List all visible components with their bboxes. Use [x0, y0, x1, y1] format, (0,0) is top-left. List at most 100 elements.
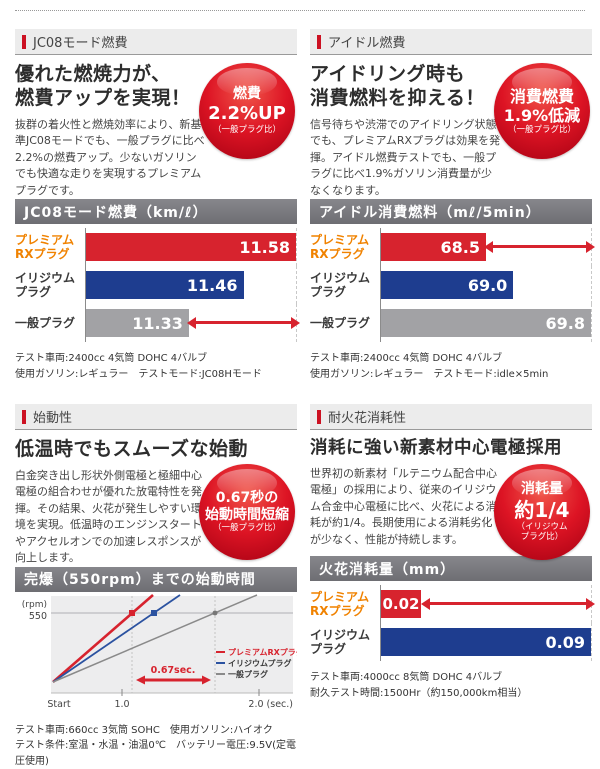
- section-intro: 消耗量 約1/4 （イリジウム プラグ比） 消耗に強い新素材中心電極採用 世界初…: [310, 438, 592, 560]
- difference-arrow-icon: [421, 597, 595, 610]
- red-tick-icon: [22, 409, 26, 424]
- bar-iridium: 0.09: [381, 628, 591, 656]
- badge-line3: （イリジウム プラグ比）: [516, 521, 568, 543]
- bar-label: イリジウム プラグ: [310, 627, 371, 656]
- sections-grid: JC08モード燃費 燃費 2.2%UP （一般プラグ比） 優れた燃焼力が、 燃費…: [15, 29, 595, 769]
- x-label-end: 2.0 (sec.): [248, 699, 293, 710]
- badge-line2: 2.2%UP: [208, 103, 286, 125]
- red-tick-icon: [317, 34, 321, 49]
- bar-row: プレミアム RXプラグ 11.58: [15, 228, 297, 266]
- benefit-badge: 消費燃費 1.9%低減 （一般プラグ比）: [494, 63, 590, 159]
- footnote: 使用ガソリン:レギュラー テストモード:idle×5min: [310, 368, 549, 380]
- chart-footnotes: テスト車両:2400cc 4気筒 DOHC 4バルブ 使用ガソリン:レギュラー …: [15, 351, 297, 382]
- section-wear-resistance: 耐火花消耗性 消耗量 約1/4 （イリジウム プラグ比） 消耗に強い新素材中心電…: [310, 404, 595, 769]
- footnote: 使用ガソリン:レギュラー テストモード:JC08Hモード: [15, 368, 262, 380]
- bar-label: 一般プラグ: [310, 315, 371, 330]
- plot-area: [51, 595, 293, 693]
- section-header: 耐火花消耗性: [310, 404, 592, 430]
- bar-premium-rx: 68.5: [381, 233, 486, 261]
- section-title: JC08モード燃費: [33, 36, 128, 51]
- bar-label: プレミアム RXプラグ: [310, 232, 370, 261]
- section-jc08-fuel: JC08モード燃費 燃費 2.2%UP （一般プラグ比） 優れた燃焼力が、 燃費…: [15, 29, 300, 382]
- badge-line2: 約1/4: [514, 497, 570, 522]
- footnote: テスト車両:2400cc 4気筒 DOHC 4バルブ: [15, 353, 208, 364]
- badge-line3: （一般プラグ比）: [212, 124, 281, 135]
- marker-standard: [212, 610, 218, 616]
- bar-track: 11.33: [85, 304, 300, 342]
- section-body-text: 信号待ちや渋滞でのアイドリング状態でも、プレミアムRXプラグは効果を発揮。アイド…: [310, 117, 501, 197]
- top-dotted-divider: [15, 10, 585, 11]
- bar-row: 一般プラグ 11.33: [15, 304, 300, 342]
- bar-track: 11.58: [85, 228, 297, 266]
- benefit-badge: 消耗量 約1/4 （イリジウム プラグ比）: [494, 464, 590, 560]
- bar-chart-idle: プレミアム RXプラグ 68.5 イリジウム プラグ 69.0: [310, 224, 595, 344]
- badge-line3: （一般プラグ比）: [212, 523, 281, 534]
- bar-premium-rx: 0.02: [381, 590, 421, 618]
- bar-iridium: 69.0: [381, 271, 514, 299]
- bar-track: 69.8: [380, 304, 592, 342]
- section-body-text: 抜群の着火性と燃焼効率により、新基準JC08モードでも、一般プラグに比べ2.2%…: [15, 117, 205, 197]
- bar-track: 68.5: [380, 228, 595, 266]
- bar-standard: 69.8: [381, 309, 591, 337]
- red-tick-icon: [22, 34, 26, 49]
- bar-row: 一般プラグ 69.8: [310, 304, 592, 342]
- red-tick-icon: [317, 409, 321, 424]
- bar-iridium: 11.46: [86, 271, 244, 299]
- bar-row: イリジウム プラグ 69.0: [310, 266, 592, 304]
- bar-value: 0.09: [545, 632, 585, 652]
- bar-chart-wear: プレミアム RXプラグ 0.02 イリジウム プラグ 0.09: [310, 581, 595, 663]
- badge-line1: 0.67秒の: [215, 489, 279, 506]
- bar-label: イリジウム プラグ: [310, 270, 371, 299]
- badge-line1: 消耗量: [521, 480, 563, 497]
- benefit-badge: 0.67秒の 始動時間短縮 （一般プラグ比）: [199, 464, 295, 560]
- chart-footnotes: テスト車両:4000cc 8気筒 DOHC 4バルブ 耐久テスト時間:1500H…: [310, 670, 592, 701]
- section-header: アイドル燃費: [310, 29, 592, 55]
- section-header: JC08モード燃費: [15, 29, 297, 55]
- section-heading: 優れた燃焼力が、 燃費アップを実現！: [15, 63, 191, 109]
- section-intro: 消費燃費 1.9%低減 （一般プラグ比） アイドリング時も 消費燃料を抑える！ …: [310, 63, 592, 199]
- bar-value: 0.02: [382, 595, 420, 613]
- bar-chart-jc08: プレミアム RXプラグ 11.58 イリジウム プラグ 11.46: [15, 224, 300, 344]
- chart-title-bar: アイドル消費燃料（mℓ/5min）: [310, 199, 592, 224]
- legend-label-iridium: イリジウムプラグ: [228, 658, 292, 668]
- badge-line2: 始動時間短縮: [205, 506, 289, 523]
- badge-line1: 消費燃費: [509, 86, 574, 106]
- section-header: 始動性: [15, 404, 297, 430]
- chart-footnotes: テスト車両:660cc 3気筒 SOHC 使用ガソリン:ハイオク テスト条件:室…: [15, 723, 297, 769]
- badge-line2: 1.9%低減: [503, 105, 581, 125]
- bar-row: イリジウム プラグ 0.09: [310, 623, 592, 661]
- x-label-mid: 1.0: [114, 699, 129, 710]
- footnote: テスト条件:室温・水温・油温0℃ バッテリー電圧:9.5V(定電圧使用): [15, 740, 296, 767]
- bar-row: プレミアム RXプラグ 0.02: [310, 585, 595, 623]
- chart-title-bar: 火花消耗量（mm）: [310, 556, 592, 581]
- legend-label-standard: 一般プラグ: [228, 669, 268, 679]
- section-body-text: 白金突き出し形状外側電極と極細中心電極の組合わせが優れた放電特性を発揮。その結果…: [15, 468, 202, 565]
- bar-label: プレミアム RXプラグ: [310, 589, 370, 618]
- arrow-head-right-icon: [202, 675, 211, 685]
- bar-value: 11.58: [239, 237, 290, 257]
- x-label-start: Start: [47, 699, 70, 710]
- annotation-label: 0.67sec.: [151, 665, 196, 676]
- section-title: 始動性: [33, 411, 73, 426]
- bar-standard: 11.33: [86, 309, 189, 337]
- line-iridium: [52, 594, 181, 683]
- section-heading: アイドリング時も 消費燃料を抑える！: [310, 63, 485, 109]
- line-standard: [52, 594, 258, 683]
- section-intro: 燃費 2.2%UP （一般プラグ比） 優れた燃焼力が、 燃費アップを実現！ 抜群…: [15, 63, 297, 199]
- badge-line1: 燃費: [233, 86, 261, 103]
- bar-label: イリジウム プラグ: [15, 270, 76, 299]
- section-heading: 低温時でもスムーズな始動: [15, 438, 249, 460]
- section-body-text: 世界初の新素材「ルテニウム配合中心電極」の採用により、従来のイリジウム合金中心電…: [310, 466, 497, 546]
- line-premium-rx: [52, 593, 154, 683]
- chart-footnotes: テスト車両:2400cc 4気筒 DOHC 4バルブ 使用ガソリン:レギュラー …: [310, 351, 592, 382]
- difference-arrow-icon: [187, 316, 300, 329]
- bar-row: プレミアム RXプラグ 68.5: [310, 228, 595, 266]
- bar-value: 69.0: [467, 275, 508, 295]
- marker-premium-rx: [129, 609, 135, 616]
- y-axis-value: 550: [29, 611, 47, 622]
- bar-value: 11.33: [132, 313, 183, 333]
- bar-premium-rx: 11.58: [86, 233, 296, 261]
- bar-track: 69.0: [380, 266, 592, 304]
- bar-track: 0.02: [380, 585, 595, 623]
